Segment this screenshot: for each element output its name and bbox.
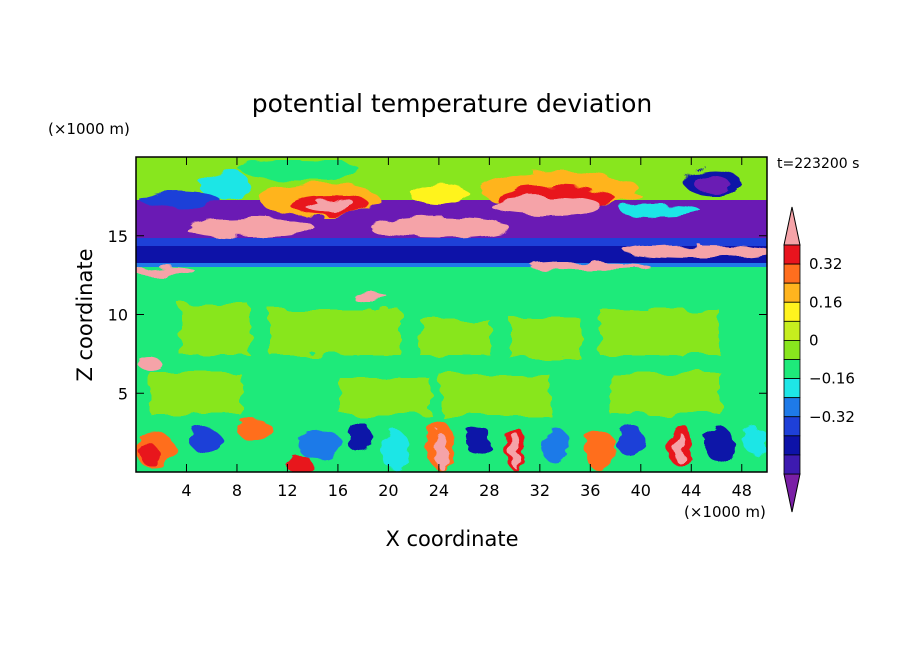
field-features — [136, 160, 767, 472]
pink-side — [138, 358, 162, 370]
colorbar-segment — [783, 263, 801, 284]
x-tick-label: 28 — [479, 481, 499, 500]
cell-6 — [150, 372, 240, 414]
colorbar-segment — [783, 435, 801, 456]
conv-8b — [433, 432, 447, 468]
colorbar-segment — [783, 397, 801, 418]
cell-5 — [600, 310, 720, 355]
x-tick-label: 4 — [181, 481, 191, 500]
colorbar-tick-label: 0 — [809, 331, 819, 349]
band-mid-blue — [136, 238, 767, 246]
conv-1b — [140, 445, 160, 465]
blue-patch — [140, 192, 220, 208]
colorbar-arrow-top — [783, 206, 801, 246]
colorbar-tick-label: 0.16 — [809, 293, 842, 311]
conv-16 — [743, 426, 767, 454]
cyan-blob — [199, 171, 251, 199]
x-axis: 4 8 12 16 20 24 28 32 36 40 44 48 — [181, 157, 752, 500]
conv-7 — [381, 430, 409, 470]
pink-layer-streak — [530, 262, 650, 270]
y-axis: 5 10 15 — [108, 227, 767, 403]
conv-12 — [584, 430, 616, 470]
cell-8 — [440, 375, 550, 415]
colorbar-segment — [783, 244, 801, 265]
cell-3 — [420, 320, 490, 355]
conv-11 — [541, 427, 569, 463]
purple-cap — [694, 176, 730, 192]
y-axis-label: Z coordinate — [73, 248, 97, 381]
y-tick-label: 10 — [108, 306, 128, 325]
conv-6 — [348, 422, 372, 454]
green-patch — [240, 160, 360, 180]
pink-crest — [490, 196, 600, 214]
cell-2 — [270, 310, 400, 355]
time-label: t=223200 s — [777, 156, 859, 172]
colorbar-segment — [783, 359, 801, 379]
cell-4 — [510, 318, 580, 358]
pink-layer-low — [136, 266, 195, 276]
colorbar-tick-label: −0.16 — [809, 370, 855, 388]
pink-layer-right — [625, 245, 767, 259]
cell-9 — [610, 372, 720, 414]
x-tick-label: 44 — [681, 481, 701, 500]
x-tick-label: 40 — [631, 481, 651, 500]
conv-9 — [466, 424, 490, 456]
cyan-edge — [620, 204, 700, 216]
cell-1 — [180, 305, 250, 355]
band-mid-green — [136, 267, 767, 289]
x-tick-label: 48 — [732, 481, 752, 500]
yellow-patch — [410, 185, 470, 205]
pink-small — [352, 293, 388, 301]
x-tick-label: 8 — [232, 481, 242, 500]
x-tick-label: 32 — [530, 481, 550, 500]
x-tick-label: 16 — [328, 481, 348, 500]
x-unit-label: (×1000 m) — [684, 503, 766, 521]
conv-3 — [237, 420, 273, 440]
plot-area — [136, 157, 767, 472]
chart-title: potential temperature deviation — [252, 89, 652, 118]
conv-5 — [298, 429, 342, 461]
x-tick-label: 36 — [580, 481, 600, 500]
colorbar: 0.32 0.16 0 −0.16 −0.32 — [783, 206, 855, 513]
colorbar-segment — [783, 301, 801, 322]
y-tick-label: 5 — [118, 384, 128, 403]
conv-2 — [189, 428, 221, 452]
conv-14b — [675, 432, 685, 464]
x-tick-label: 24 — [429, 481, 449, 500]
y-tick-label: 15 — [108, 227, 128, 246]
band-dark-navy — [136, 246, 767, 266]
colorbar-tick-label: 0.32 — [809, 255, 842, 273]
colorbar-tick-label: −0.32 — [809, 408, 855, 426]
conv-13 — [616, 424, 644, 456]
pink-core — [304, 199, 356, 211]
x-tick-label: 20 — [378, 481, 398, 500]
conv-15 — [706, 427, 734, 463]
pink-layer-left — [185, 218, 315, 238]
conv-10b — [510, 432, 520, 468]
colorbar-segment — [783, 340, 801, 360]
colorbar-segment — [783, 320, 801, 341]
band-lower-blue — [136, 263, 767, 267]
cell-7 — [340, 378, 430, 414]
colorbar-arrow-bottom — [783, 473, 801, 513]
x-tick-label: 12 — [277, 481, 297, 500]
colorbar-segment — [783, 282, 801, 303]
conv-4 — [286, 457, 314, 472]
y-unit-label: (×1000 m) — [48, 120, 130, 138]
x-axis-label: X coordinate — [385, 527, 518, 551]
pink-layer-mid — [370, 217, 510, 239]
colorbar-segment — [783, 416, 801, 437]
colorbar-segment — [783, 454, 801, 475]
colorbar-segment — [783, 378, 801, 399]
